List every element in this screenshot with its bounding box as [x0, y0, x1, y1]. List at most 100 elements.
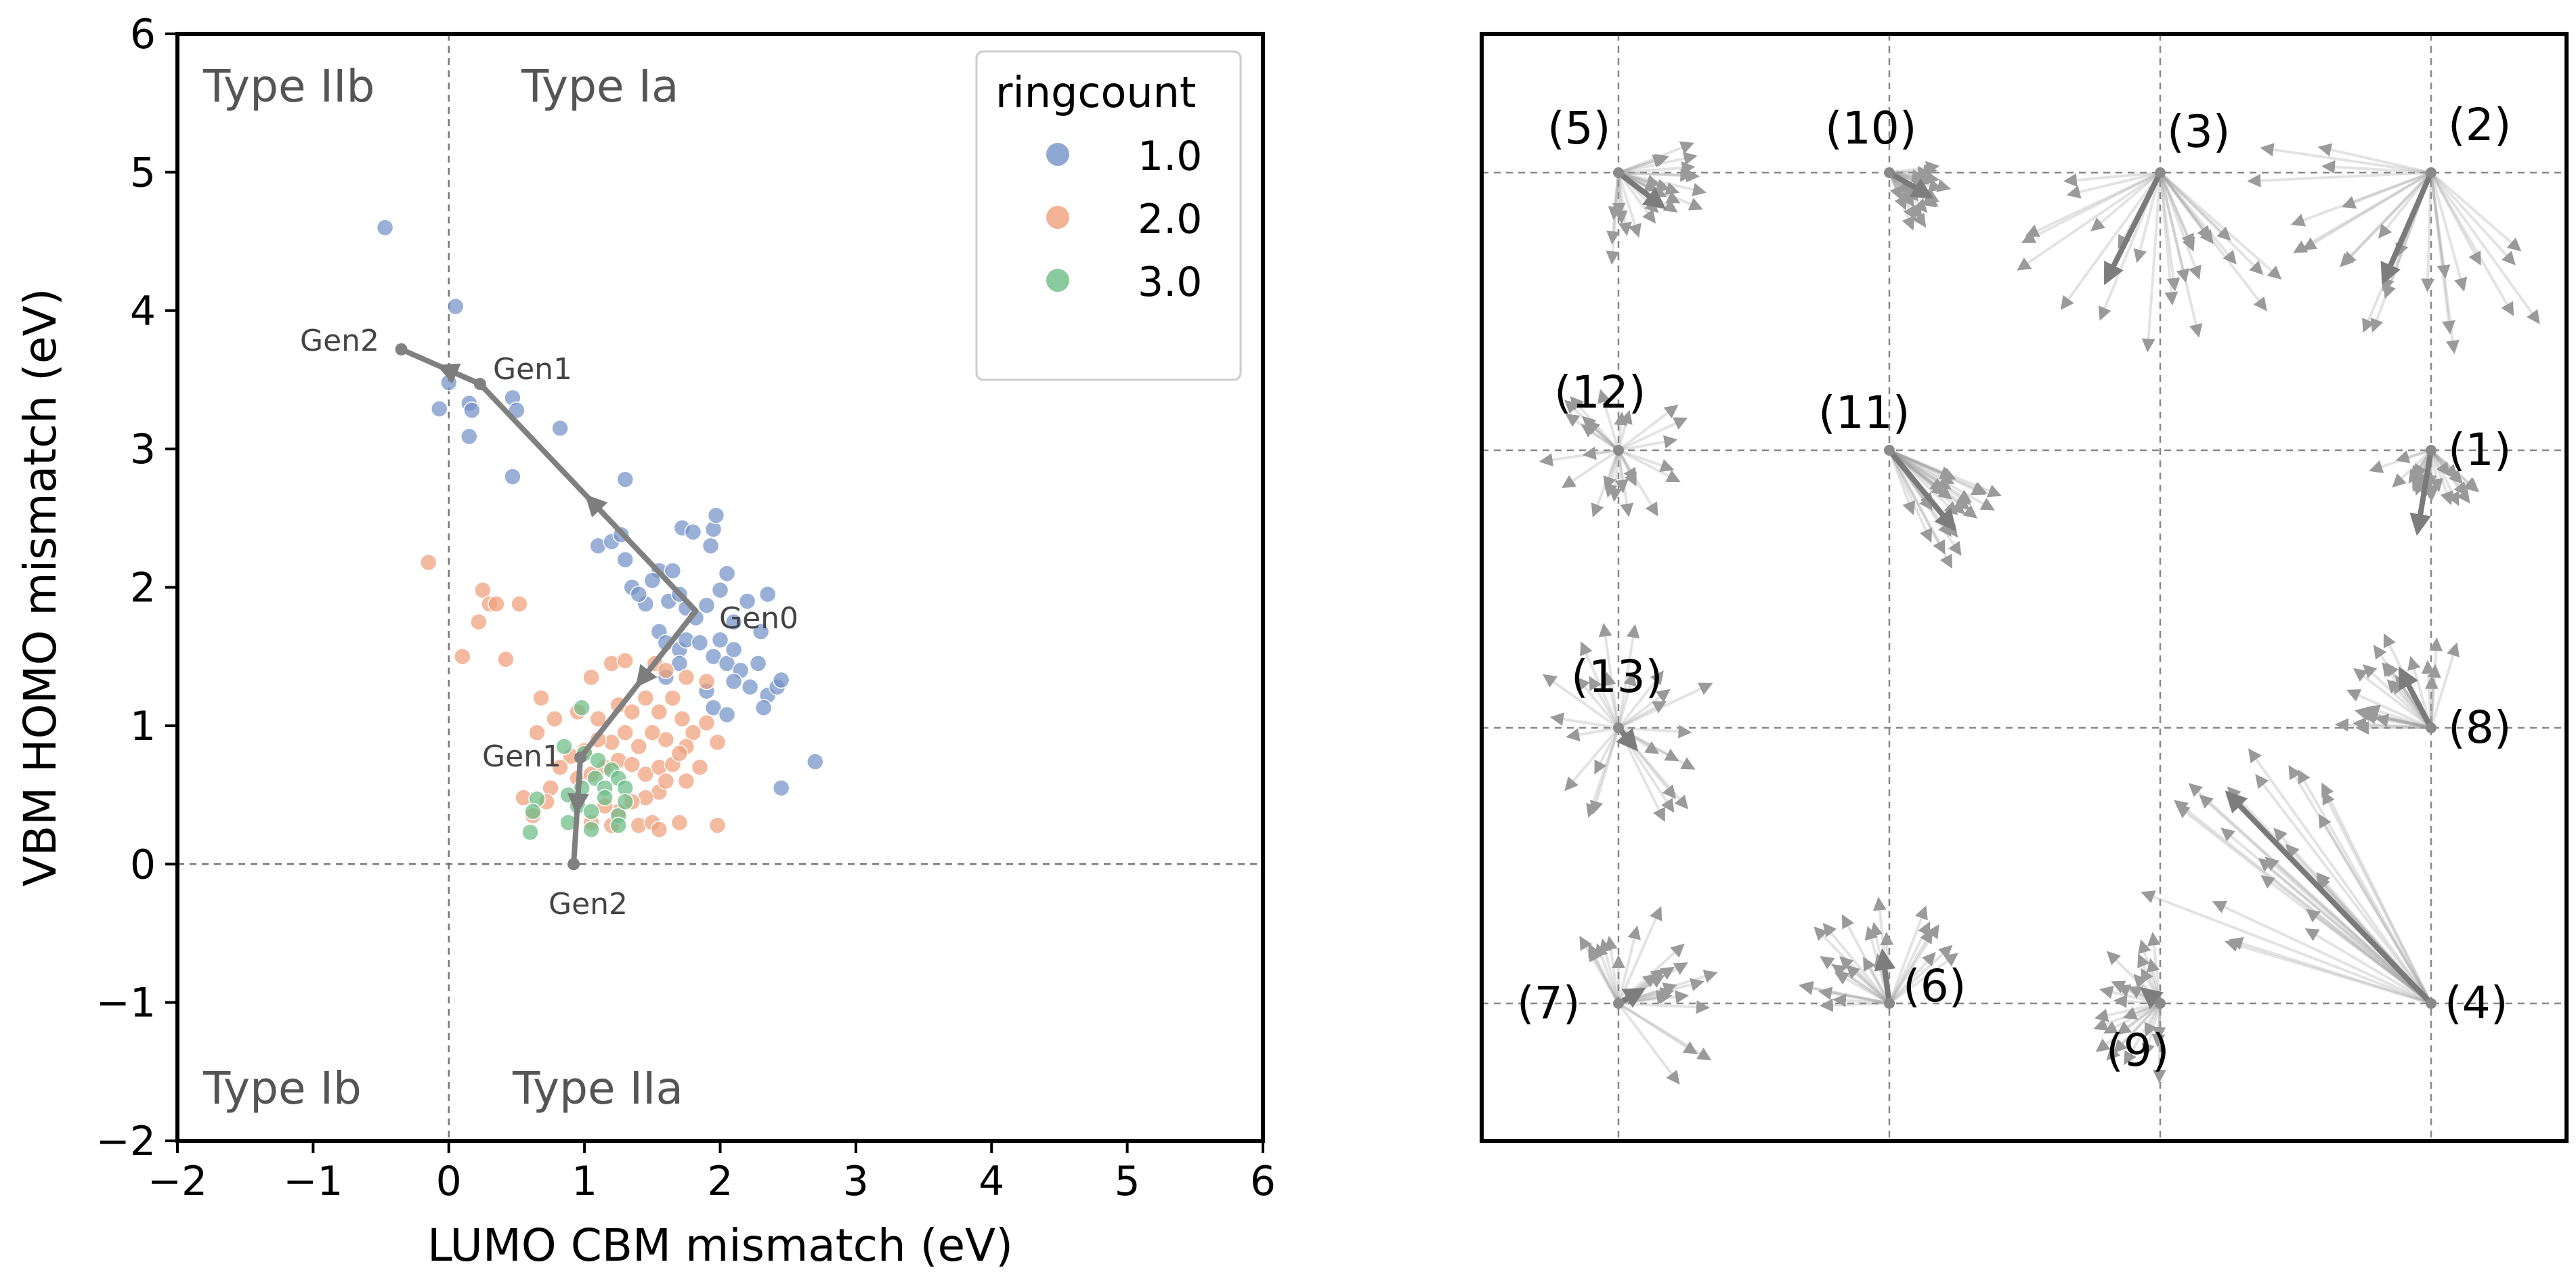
legend-marker: [1046, 143, 1069, 166]
faint-arrow: [2090, 171, 2162, 232]
trajectory-label: Gen0: [719, 601, 798, 636]
y-tick-label: 6: [130, 11, 156, 58]
scatter-panel: Gen0 Gen1 Gen2 Gen1 Gen2 Type IIb Type Ia Type …: [14, 11, 1276, 1272]
node-label: (2): [2448, 99, 2512, 151]
data-point: [673, 710, 691, 728]
faint-arrow: [2247, 171, 2432, 188]
faint-arrow: [2430, 172, 2455, 334]
faint-arrow: [1617, 925, 1641, 1004]
faint-arrow: [1580, 641, 1620, 729]
faint-arrow: [2133, 172, 2162, 263]
faint-arrow: [1617, 172, 1632, 236]
faint-arrow: [1888, 450, 1946, 555]
faint-arrow: [1618, 701, 1667, 729]
y-axis-label: VBM HOMO mismatch (eV): [14, 288, 66, 887]
data-point: [582, 668, 600, 687]
data-point: [440, 374, 458, 391]
data-point: [697, 596, 716, 614]
node-12: (12): [1539, 366, 1688, 518]
faint-arrow: [2159, 171, 2237, 265]
faint-arrow: [1617, 449, 1658, 517]
node-10: (10): [1825, 102, 1952, 231]
faint-arrow: [2421, 659, 2435, 729]
x-axis-label: LUMO CBM mismatch (eV): [427, 1219, 1013, 1272]
data-point: [637, 765, 655, 783]
data-point: [752, 623, 770, 640]
faint-arrow: [1888, 449, 1971, 505]
node-label: (11): [1818, 387, 1910, 439]
node-point: [1613, 722, 1624, 733]
data-point: [497, 651, 515, 668]
node-label: (12): [1554, 366, 1646, 418]
node-point: [1884, 445, 1895, 456]
faint-arrow: [1618, 154, 1670, 174]
faint-arrow: [2248, 748, 2432, 1005]
data-point: [616, 652, 634, 670]
faint-arrow: [2424, 675, 2439, 729]
data-point: [670, 745, 689, 762]
node-point: [2426, 445, 2437, 456]
data-point: [555, 737, 573, 756]
trajectory-arrow: [635, 609, 698, 688]
data-point: [637, 689, 655, 707]
faint-arrow: [1579, 936, 1620, 1004]
faint-arrow: [1603, 450, 1620, 491]
faint-arrow: [2321, 160, 2432, 174]
data-point: [711, 631, 729, 649]
data-point: [702, 537, 720, 555]
data-point: [524, 802, 542, 821]
faint-arrow: [2374, 714, 2432, 729]
node-label: (3): [2167, 106, 2231, 158]
faint-arrow: [2290, 171, 2432, 227]
faint-arrow: [2378, 171, 2432, 239]
faint-arrow: [2430, 171, 2522, 252]
data-point: [657, 772, 675, 790]
faint-arrow: [2430, 172, 2460, 354]
faint-arrow: [1589, 676, 1620, 729]
faint-arrow: [1618, 171, 1671, 192]
faint-arrow: [2095, 1002, 2162, 1052]
faint-arrow: [1888, 171, 1923, 220]
faint-arrow: [1863, 956, 1891, 1004]
faint-arrow: [1582, 446, 1619, 460]
data-point: [504, 468, 521, 485]
faint-arrow: [2225, 938, 2432, 1005]
faint-arrow: [1618, 417, 1688, 452]
legend: ringcount 1.0 2.0 3.0: [975, 50, 1242, 381]
data-point: [589, 752, 607, 769]
faint-arrow: [1542, 674, 1620, 729]
faint-arrow: [2364, 708, 2432, 729]
faint-arrow: [1606, 172, 1620, 265]
faint-arrow: [1888, 449, 1978, 519]
data-point: [488, 595, 505, 613]
faint-arrow: [2113, 1002, 2162, 1054]
faint-arrow: [1604, 936, 1620, 1004]
data-point: [551, 419, 569, 437]
mean-arrow: [2398, 666, 2434, 729]
data-point: [460, 427, 478, 446]
faint-arrow: [2359, 708, 2432, 729]
trajectory-node: [395, 343, 408, 355]
faint-arrow: [2255, 774, 2432, 1005]
data-point: [718, 565, 736, 582]
node-11: (11): [1818, 387, 2002, 569]
faint-arrow: [1597, 389, 1620, 451]
data-point: [596, 789, 614, 806]
faint-arrow: [1818, 986, 1890, 1005]
data-point: [670, 655, 689, 672]
data-point: [447, 297, 465, 316]
node-label: (6): [1903, 960, 1967, 1012]
data-point: [643, 724, 662, 741]
faint-arrow: [1618, 682, 1713, 729]
data-point: [589, 710, 607, 728]
trajectory-arrow: [584, 494, 698, 613]
node-point: [1613, 445, 1624, 456]
faint-arrow: [1889, 449, 1988, 495]
faint-arrow: [2395, 449, 2432, 464]
faint-arrow: [1813, 926, 1891, 1005]
faint-arrow: [2063, 171, 2161, 187]
faint-arrow: [2430, 450, 2460, 506]
node-point: [2426, 167, 2437, 178]
faint-arrow: [1889, 449, 1954, 479]
